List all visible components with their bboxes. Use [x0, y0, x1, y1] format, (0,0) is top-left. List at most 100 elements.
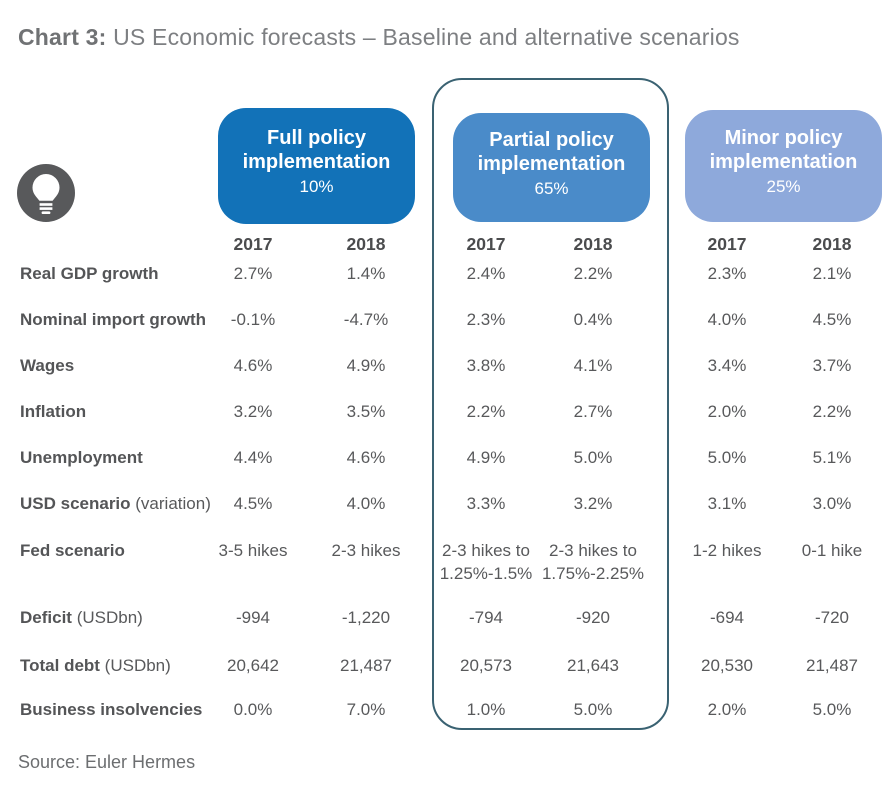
cell-value: 2-3 hikes: [331, 541, 401, 560]
scenario-name: Minor policy implementation: [709, 127, 858, 173]
scenario-probability: 65%: [534, 179, 569, 198]
table-row-usd-scenario: USD scenario (variation) 4.5% 4.0% 3.3% …: [0, 494, 890, 518]
cell-value: 3-5 hikes: [218, 541, 288, 560]
cell-value: 2.2%: [466, 402, 506, 421]
cell-value: 2.7%: [233, 264, 273, 283]
cell-value: 4.5%: [812, 310, 852, 329]
cell-value: -694: [709, 608, 745, 627]
baseline-highlight-border: [432, 78, 669, 730]
cell-value: 20,642: [227, 656, 279, 675]
scenario-box-full-policy: Full policy implementation 10%: [218, 108, 415, 224]
cell-value: 4.0%: [707, 310, 747, 329]
cell-value: 4.6%: [233, 356, 273, 375]
year-label: 2018: [346, 234, 386, 254]
cell-value: 3.2%: [233, 402, 273, 421]
row-label: Wages: [20, 356, 75, 375]
cell-value: 3.7%: [812, 356, 852, 375]
cell-value: 4.9%: [466, 448, 506, 467]
table-row-wages: Wages 4.6% 4.9% 3.8% 4.1% 3.4% 3.7%: [0, 356, 890, 380]
cell-value: 3.2%: [573, 494, 613, 513]
cell-value: 21,487: [806, 656, 858, 675]
cell-value: -920: [575, 608, 611, 627]
cell-value: 5.0%: [812, 700, 852, 719]
cell-value: 2.2%: [573, 264, 613, 283]
cell-value: 2-3 hikes to 1.25%-1.5%: [439, 541, 533, 583]
cell-value: 3.1%: [707, 494, 747, 513]
cell-value: 5.0%: [707, 448, 747, 467]
scenario-name: Partial policy implementation: [477, 129, 626, 175]
cell-value: 3.5%: [346, 402, 386, 421]
table-row-nominal-import-growth: Nominal import growth -0.1% -4.7% 2.3% 0…: [0, 310, 890, 334]
cell-value: -994: [235, 608, 271, 627]
row-label: Fed scenario: [20, 541, 125, 560]
year-label: 2017: [466, 234, 506, 254]
cell-value: 2.0%: [707, 402, 747, 421]
cell-value: 2.4%: [466, 264, 506, 283]
cell-value: 0.0%: [233, 700, 273, 719]
year-label: 2017: [233, 234, 273, 254]
table-row-deficit: Deficit (USDbn) -994 -1,220 -794 -920 -6…: [0, 608, 890, 632]
table-row-fed-scenario: Fed scenario 3-5 hikes 2-3 hikes 2-3 hik…: [0, 539, 890, 585]
years-header-row: 2017 2018 2017 2018 2017 2018: [0, 234, 890, 258]
row-label: Total debt (USDbn): [20, 656, 171, 675]
row-label: Deficit (USDbn): [20, 608, 143, 627]
lightbulb-icon: [17, 164, 75, 222]
scenario-box-minor-policy: Minor policy implementation 25%: [685, 110, 882, 222]
cell-value: 1-2 hikes: [692, 541, 762, 560]
scenario-probability: 25%: [766, 177, 801, 196]
cell-value: 1.4%: [346, 264, 386, 283]
cell-value: 2.1%: [812, 264, 852, 283]
year-label: 2018: [573, 234, 613, 254]
cell-value: 2.3%: [466, 310, 506, 329]
cell-value: -1,220: [341, 608, 391, 627]
cell-value: 0.4%: [573, 310, 613, 329]
scenario-name: Full policy implementation: [242, 127, 391, 173]
chart-title-text: US Economic forecasts – Baseline and alt…: [106, 24, 740, 50]
row-label: Real GDP growth: [20, 264, 159, 283]
cell-value: 4.6%: [346, 448, 386, 467]
cell-value: 21,487: [340, 656, 392, 675]
row-label: Inflation: [20, 402, 87, 421]
cell-value: 21,643: [567, 656, 619, 675]
row-label: Unemployment: [20, 448, 143, 467]
cell-value: 2-3 hikes to 1.75%-2.25%: [541, 541, 645, 583]
cell-value: 5.0%: [573, 448, 613, 467]
cell-value: -0.1%: [230, 310, 276, 329]
cell-value: 20,573: [460, 656, 512, 675]
cell-value: 4.1%: [573, 356, 613, 375]
cell-value: -720: [814, 608, 850, 627]
chart-number: Chart 3:: [18, 24, 107, 50]
table-row-real-gdp-growth: Real GDP growth 2.7% 1.4% 2.4% 2.2% 2.3%…: [0, 264, 890, 288]
page-title: Chart 3: US Economic forecasts – Baselin…: [18, 24, 740, 51]
cell-value: 4.4%: [233, 448, 273, 467]
cell-value: 3.8%: [466, 356, 506, 375]
year-label: 2018: [812, 234, 852, 254]
table-row-business-insolvencies: Business insolvencies 0.0% 7.0% 1.0% 5.0…: [0, 700, 890, 724]
cell-value: 7.0%: [346, 700, 386, 719]
table-row-inflation: Inflation 3.2% 3.5% 2.2% 2.7% 2.0% 2.2%: [0, 402, 890, 426]
cell-value: 3.4%: [707, 356, 747, 375]
scenario-probability: 10%: [299, 177, 334, 196]
year-label: 2017: [707, 234, 747, 254]
cell-value: 1.0%: [466, 700, 506, 719]
cell-value: 5.1%: [812, 448, 852, 467]
cell-value: 3.0%: [812, 494, 852, 513]
row-label: Business insolvencies: [20, 700, 203, 719]
cell-value: 2.0%: [707, 700, 747, 719]
cell-value: 2.7%: [573, 402, 613, 421]
table-row-unemployment: Unemployment 4.4% 4.6% 4.9% 5.0% 5.0% 5.…: [0, 448, 890, 472]
cell-value: 2.2%: [812, 402, 852, 421]
cell-value: 0-1 hike: [801, 541, 863, 560]
scenario-box-partial-policy: Partial policy implementation 65%: [453, 113, 650, 222]
cell-value: -794: [468, 608, 504, 627]
cell-value: 3.3%: [466, 494, 506, 513]
table-row-total-debt: Total debt (USDbn) 20,642 21,487 20,573 …: [0, 656, 890, 680]
row-label: USD scenario (variation): [20, 494, 211, 513]
cell-value: 2.3%: [707, 264, 747, 283]
cell-value: -4.7%: [343, 310, 389, 329]
row-label: Nominal import growth: [20, 310, 207, 329]
source-text: Source: Euler Hermes: [18, 752, 196, 772]
cell-value: 5.0%: [573, 700, 613, 719]
cell-value: 4.9%: [346, 356, 386, 375]
